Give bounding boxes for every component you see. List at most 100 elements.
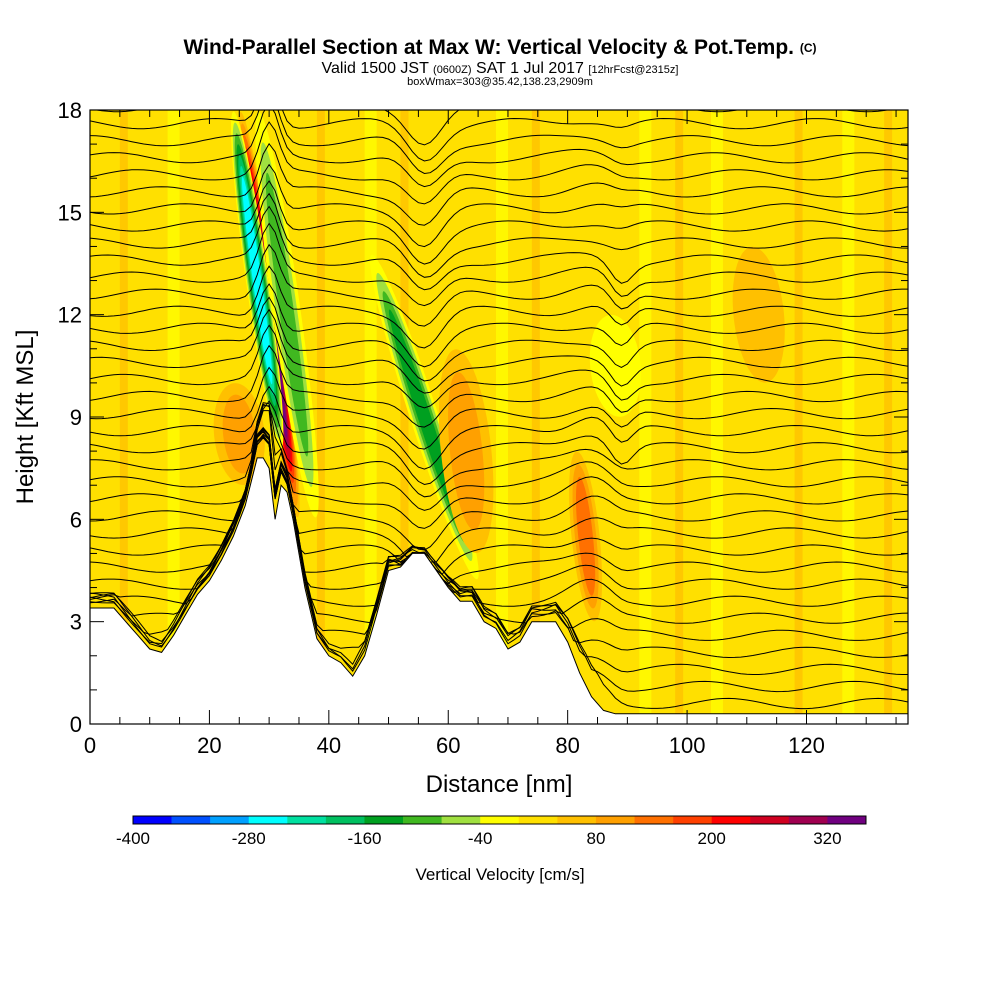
colorbar-tick-label: 80: [586, 829, 605, 848]
terrain: [89, 457, 909, 725]
colorbar-segment: [171, 816, 211, 824]
colorbar-segment: [595, 816, 635, 824]
title-mark: (C): [799, 41, 817, 55]
colorbar-tick-label: 320: [813, 829, 841, 848]
colorbar-segment: [287, 816, 327, 824]
colorbar-segment: [248, 816, 288, 824]
theta-contour: [90, 142, 908, 226]
colorbar-segment: [210, 816, 250, 824]
colorbar-segment: [480, 816, 520, 824]
theta-contour: [90, 426, 908, 594]
velocity-band: [167, 110, 180, 724]
colorbar-segment: [557, 816, 597, 824]
theta-contour: [90, 436, 908, 641]
theta-contour: [90, 110, 908, 175]
colorbar-tick-label: -160: [347, 829, 381, 848]
theta-contour: [90, 366, 908, 450]
colorbar-segment: [364, 816, 404, 824]
colorbar-segment: [441, 816, 481, 824]
colorbar-segment: [325, 816, 365, 824]
velocity-band: [316, 110, 325, 724]
theta-contour: [90, 192, 908, 278]
y-tick-label: 18: [58, 98, 82, 123]
chart-subtitle: Valid 1500 JST (0600Z) SAT 1 Jul 2017 [1…: [0, 60, 1000, 79]
theta-contour: [90, 427, 908, 693]
velocity-band: [842, 110, 855, 724]
theta-contour: [90, 180, 908, 265]
chart-title-text: Wind-Parallel Section at Max W: Vertical…: [183, 36, 794, 59]
colorbar-tick-label: -40: [468, 829, 493, 848]
subtitle-date: SAT 1 Jul 2017: [476, 60, 584, 77]
theta-contour: [90, 344, 908, 428]
velocity-contour-fill: [265, 172, 309, 457]
x-tick-label: 20: [197, 733, 221, 758]
axes: 0 20 40 60 80 100 120 0 3 6 9 12 15 18 Distance [nm] He…: [12, 98, 909, 798]
theta-contour: [90, 437, 908, 563]
colorbar-segment: [133, 816, 172, 824]
colorbar: -400 -280 -160 -40 80 200 320 Vertical Velocity…: [116, 815, 867, 884]
theta-contour: [90, 205, 908, 291]
theta-contour: [90, 410, 908, 551]
colorbar-frame: [132, 815, 867, 825]
y-tick-label: 6: [70, 507, 82, 532]
theta-contour: [90, 296, 908, 382]
x-tick-label: 40: [317, 733, 341, 758]
y-tick-label: 12: [58, 303, 82, 328]
velocity-band: [531, 110, 540, 724]
theta-contour: [90, 428, 908, 607]
colorbar-segment: [634, 816, 674, 824]
x-tick-label: 0: [84, 733, 96, 758]
theta-contour: [90, 283, 908, 368]
subtitle-utc: (0600Z): [433, 64, 472, 76]
colorbar-label: Vertical Velocity [cm/s]: [415, 865, 584, 884]
theta-contour: [90, 121, 908, 205]
chart-title: Wind-Parallel Section at Max W: Vertical…: [0, 36, 1000, 60]
colorbar-segment: [518, 816, 558, 824]
velocity-contour-fill: [448, 372, 485, 531]
theta-contour: [90, 324, 908, 409]
theta-contour: [90, 265, 908, 349]
colorbar-segment: [750, 816, 790, 824]
chart-subtitle-box: boxWmax=303@35.42,138.23,2909m: [407, 76, 593, 88]
x-tick-label: 120: [788, 733, 825, 758]
x-axis-label: Distance [nm]: [426, 771, 573, 798]
colorbar-segment: [827, 816, 867, 824]
velocity-band: [400, 110, 409, 724]
x-tick-label: 80: [555, 733, 579, 758]
velocity-band: [639, 110, 652, 724]
plot-area: [89, 110, 909, 725]
colorbar-segment: [711, 816, 751, 824]
subtitle-forecast: [12hrFcst@2315z]: [588, 64, 679, 76]
velocity-band: [794, 110, 803, 724]
colorbar-segment: [788, 816, 828, 824]
theta-contour: [90, 110, 908, 162]
y-tick-label: 0: [70, 712, 82, 737]
theta-contour: [90, 400, 908, 486]
theta-contour: [90, 402, 908, 511]
colorbar-segment: [673, 816, 712, 824]
velocity-band: [119, 110, 128, 724]
theta-contour: [90, 308, 908, 394]
colorbar-tick-label: 200: [697, 829, 725, 848]
colorbar-tick-label: -280: [232, 829, 266, 848]
x-tick-label: 60: [436, 733, 460, 758]
subtitle-valid: Valid 1500 JST: [321, 60, 429, 77]
theta-contour: [90, 163, 908, 248]
potential-temperature-contours: [90, 110, 908, 710]
velocity-band: [884, 110, 893, 724]
colorbar-tick-label: -400: [116, 829, 150, 848]
y-tick-label: 9: [70, 405, 82, 430]
y-axis-label: Height [Kft MSL]: [12, 330, 39, 505]
theta-contour: [90, 222, 908, 307]
colorbar-segment: [403, 816, 442, 824]
theta-contour: [90, 110, 908, 188]
theta-contour: [90, 243, 908, 327]
velocity-feature: [255, 111, 319, 518]
y-tick-label: 15: [58, 200, 82, 225]
theta-contour: [90, 434, 908, 575]
theta-contour: [90, 403, 908, 498]
theta-contour: [90, 405, 908, 529]
theta-contour: [90, 385, 908, 470]
x-tick-label: 100: [669, 733, 706, 758]
